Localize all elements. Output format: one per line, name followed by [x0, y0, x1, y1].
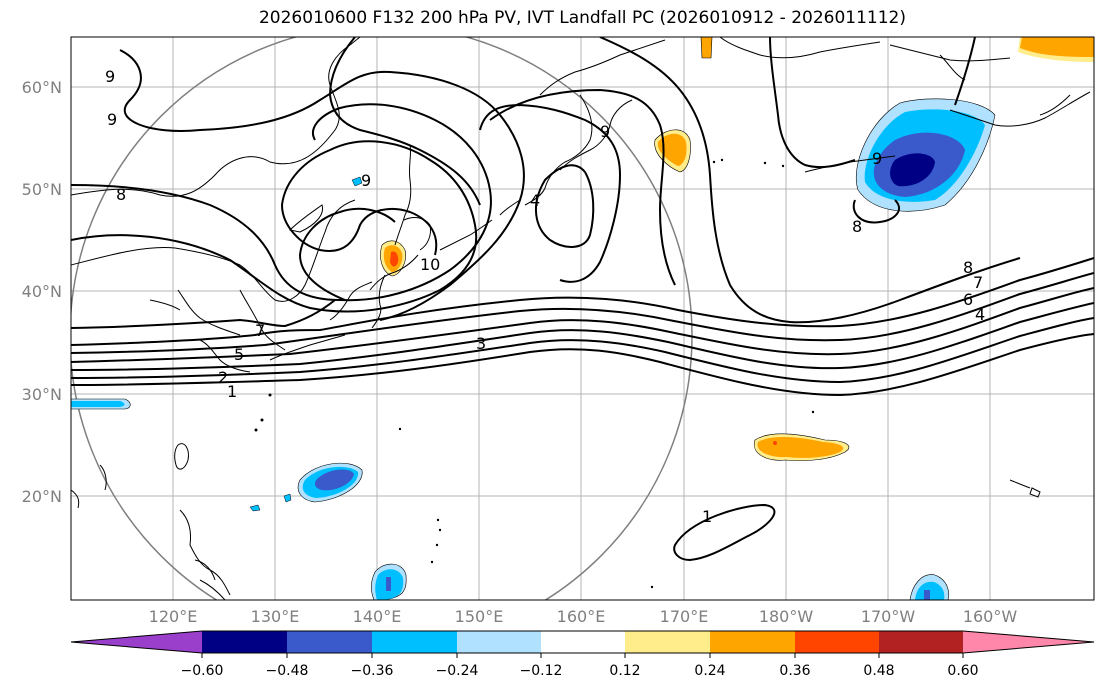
contour-label: 10	[420, 255, 440, 274]
contour-label: 1	[227, 382, 237, 401]
map-frame	[70, 36, 1095, 601]
colorbar: −0.60 −0.48 −0.36 −0.24 −0.12 0.12 0.24 …	[70, 630, 1095, 679]
lon-label: 150°E	[455, 607, 504, 626]
contour-label: 9	[872, 149, 882, 168]
lon-label: 120°E	[149, 607, 198, 626]
colorbar-tick-label: 0.36	[779, 663, 810, 679]
pv-contours	[71, 37, 1094, 562]
graticule	[71, 37, 1094, 600]
colorbar-tick-label: 0.24	[694, 663, 725, 679]
contour-label: 7	[255, 321, 265, 340]
colorbar-tick-label: 0.60	[947, 663, 978, 679]
contour-label: 9	[361, 171, 371, 190]
colorbar-segment	[625, 631, 710, 653]
contour-label: 9	[600, 122, 610, 141]
colorbar-tick-label: −0.12	[520, 663, 563, 679]
contour-label: 8	[963, 258, 973, 277]
colorbar-segment	[795, 631, 879, 653]
contour-label: 5	[234, 345, 244, 364]
lon-label: 130°E	[251, 607, 300, 626]
lon-label: 180°W	[759, 607, 814, 626]
lat-label: 20°N	[22, 487, 62, 506]
colorbar-segment	[457, 631, 541, 653]
lat-label: 40°N	[22, 282, 62, 301]
colorbar-segment	[372, 631, 457, 653]
contour-label: 8	[852, 217, 862, 236]
lon-label: 140°E	[353, 607, 402, 626]
colorbar-tick-label: −0.48	[266, 663, 309, 679]
contour-label: 7	[973, 273, 983, 292]
contour-label: 8	[116, 185, 126, 204]
contour-label: 4	[975, 305, 985, 324]
map-title: 2026010600 F132 200 hPa PV, IVT Landfall…	[258, 8, 906, 28]
contour-labels: 9 9 8 9 9 10 4 9 8 8 7 6 4 7 5 2 1 3 1	[105, 67, 985, 526]
colorbar-tick-label: −0.60	[181, 663, 224, 679]
colorbar-segment	[202, 631, 287, 653]
lon-label: 170°E	[660, 607, 709, 626]
contour-label: 1	[702, 507, 712, 526]
colorbar-segment	[710, 631, 795, 653]
contour-label: 4	[530, 191, 540, 210]
lat-label: 50°N	[22, 180, 62, 199]
colorbar-tick-label: −0.24	[436, 663, 479, 679]
colorbar-max-extension	[963, 631, 1094, 653]
contour-label: 2	[218, 368, 228, 387]
colorbar-segment	[287, 631, 372, 653]
colorbar-min-extension	[71, 631, 202, 653]
colorbar-tick-label: −0.36	[351, 663, 394, 679]
lon-label: 160°W	[963, 607, 1018, 626]
contour-label: 6	[963, 290, 973, 309]
lon-label: 170°W	[861, 607, 916, 626]
lat-label: 60°N	[22, 78, 62, 97]
islands	[254, 158, 815, 589]
lon-label: 160°E	[557, 607, 606, 626]
lat-label: 30°N	[22, 385, 62, 404]
contour-label: 9	[105, 67, 115, 86]
contour-label: 9	[107, 110, 117, 129]
colorbar-segment	[879, 631, 963, 653]
longitude-labels: 120°E 130°E 140°E 150°E 160°E 170°E 180°…	[149, 607, 1018, 626]
shaded-anomalies	[71, 37, 1094, 600]
colorbar-tick-label: 0.12	[609, 663, 640, 679]
contour-label: 3	[476, 334, 486, 353]
latitude-labels: 20°N 30°N 40°N 50°N 60°N	[22, 78, 62, 506]
coastlines	[71, 37, 1091, 600]
colorbar-tick-label: 0.48	[863, 663, 894, 679]
colorbar-segment	[541, 631, 625, 653]
